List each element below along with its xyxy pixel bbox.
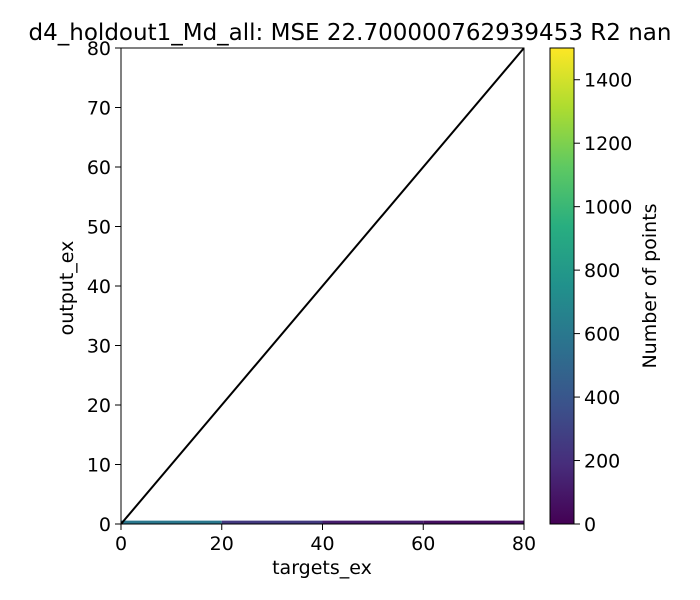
y-tick-label: 20 [87, 395, 111, 417]
colorbar-tick-label: 0 [584, 514, 596, 536]
y-tick-label: 40 [87, 276, 111, 298]
colorbar-tick-label: 800 [584, 260, 620, 282]
colorbar-gradient [549, 47, 575, 525]
y-tick-label: 60 [87, 157, 111, 179]
density-cell [423, 520, 524, 524]
identity-line [121, 48, 524, 524]
x-tick-label: 40 [310, 533, 334, 555]
x-axis: 0 20 40 60 80 [115, 524, 536, 555]
colorbar-label: Number of points [639, 203, 661, 368]
colorbar-tick-label: 200 [584, 451, 620, 473]
colorbar-tick-label: 1200 [584, 133, 632, 155]
y-tick-label: 10 [87, 455, 111, 477]
x-tick-label: 0 [115, 533, 127, 555]
y-tick-label: 30 [87, 336, 111, 358]
density-cell [322, 520, 424, 524]
y-axis-label: output_ex [56, 241, 78, 336]
y-tick-label: 50 [87, 217, 111, 239]
x-tick-label: 20 [210, 533, 234, 555]
colorbar-axis: 0 200 400 600 800 1000 1200 1400 [574, 70, 632, 536]
plot-area [121, 48, 524, 524]
density-cell [121, 520, 222, 524]
y-tick-label: 80 [87, 38, 111, 60]
density-cell [221, 520, 323, 524]
y-tick-label: 0 [99, 514, 111, 536]
y-tick-label: 70 [87, 98, 111, 120]
colorbar-tick-label: 400 [584, 387, 620, 409]
x-tick-label: 80 [512, 533, 536, 555]
colorbar-tick-label: 1000 [584, 197, 632, 219]
y-axis: 0 10 20 30 40 50 60 70 80 [87, 38, 121, 536]
x-axis-label: targets_ex [272, 557, 372, 579]
colorbar-tick-label: 600 [584, 324, 620, 346]
x-tick-label: 60 [411, 533, 435, 555]
colorbar-tick-label: 1400 [584, 70, 632, 92]
chart-title: d4_holdout1_Md_all: MSE 22.7000007629394… [29, 20, 672, 46]
colorbar [549, 47, 575, 525]
